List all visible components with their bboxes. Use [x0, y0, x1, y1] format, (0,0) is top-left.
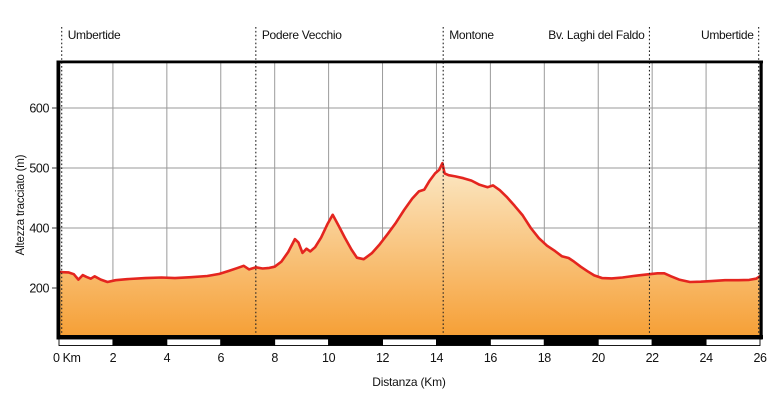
y-tick-label: 200: [29, 282, 49, 296]
distance-bar-segment: [328, 338, 383, 346]
distance-bar-segment: [543, 338, 599, 346]
x-tick-label: 22: [646, 351, 660, 365]
x-axis: 0 Km 2 4 6 8 10 12 14 16 18 20 22 24 26: [53, 351, 767, 365]
distance-bar-segment: [274, 338, 330, 346]
waypoint-label: Montone: [449, 28, 494, 42]
x-tick-label: 12: [376, 351, 390, 365]
y-tick-label: 400: [29, 222, 49, 236]
elevation-area-fill: [59, 163, 760, 337]
plot-border: [56, 60, 763, 340]
distance-bar-segment: [112, 338, 168, 346]
waypoints: Umbertide Podere Vecchio Montone Bv. Laghi …: [61, 27, 760, 338]
x-tick-label: 14: [430, 351, 444, 365]
x-tick-label: 8: [271, 351, 278, 365]
waypoint-label: Umbertide: [701, 28, 754, 42]
x-tick-label: 4: [164, 351, 171, 365]
distance-bar-segment: [436, 338, 491, 346]
distance-bar-segment: [651, 338, 707, 346]
y-tick-label: 600: [29, 102, 49, 116]
x-tick-label: 0 Km: [53, 351, 81, 365]
waypoint-label: Podere Vecchio: [262, 28, 342, 42]
distance-scale-bar: [58, 338, 761, 346]
x-axis-title: Distanza (Km): [372, 375, 446, 389]
distance-bar-segment: [58, 338, 114, 346]
x-tick-label: 6: [217, 351, 224, 365]
x-tick-label: 18: [538, 351, 552, 365]
x-tick-label: 20: [592, 351, 606, 365]
distance-bar-segment: [382, 338, 437, 346]
y-axis-title: Altezza tracciato (m): [15, 154, 27, 256]
distance-bar-segment: [489, 338, 545, 346]
waypoint-label: Bv. Laghi del Faldo: [548, 28, 645, 42]
distance-bar-segment: [166, 338, 222, 346]
distance-bar-segment: [597, 338, 653, 346]
distance-bar-segment: [705, 338, 761, 346]
x-tick-label: 24: [700, 351, 714, 365]
waypoint-label: Umbertide: [68, 28, 121, 42]
x-tick-label: 10: [322, 351, 336, 365]
distance-bar-segment: [220, 338, 276, 346]
x-tick-label: 2: [110, 351, 117, 365]
y-tick-label: 500: [29, 162, 49, 176]
x-tick-label: 26: [753, 351, 767, 365]
elevation-line: [57, 161, 762, 284]
y-axis: 600 500 400 200: [29, 102, 57, 296]
x-tick-label: 16: [484, 351, 498, 365]
